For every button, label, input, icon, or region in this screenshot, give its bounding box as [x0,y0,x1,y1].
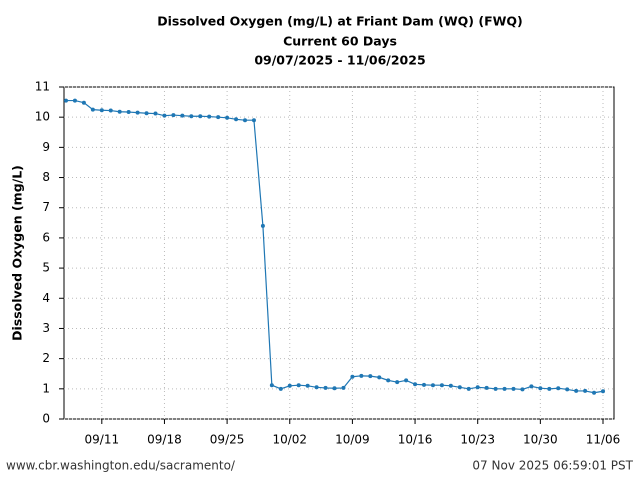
y-tick-label: 10 [35,110,50,124]
data-point [493,386,498,391]
data-point [529,384,534,389]
data-point [430,383,435,388]
data-point [171,113,176,118]
data-point [332,386,337,391]
data-point [234,117,239,122]
data-point [466,386,471,391]
data-point [448,383,453,388]
data-point [457,385,462,390]
data-point [135,110,140,115]
x-tick-label: 10/23 [460,433,495,447]
data-point [216,115,221,120]
x-tick-label: 09/11 [85,433,120,447]
chart-title: Dissolved Oxygen (mg/L) at Friant Dam (W… [157,14,523,29]
y-tick-label: 8 [42,170,50,184]
data-point [377,375,382,380]
data-point [583,388,588,393]
data-point [547,386,552,391]
data-point [359,373,364,378]
data-point [565,387,570,392]
y-tick-label: 7 [42,200,50,214]
data-point [72,98,77,103]
data-point [180,113,185,118]
x-tick-label: 11/06 [586,433,621,447]
data-point [162,113,167,118]
data-point [198,114,203,119]
data-point [108,108,113,113]
data-point [556,386,561,391]
y-tick-label: 9 [42,140,50,154]
y-tick-label: 3 [42,321,50,335]
data-point [368,374,373,379]
data-point [126,110,131,115]
data-point [601,389,605,394]
footer-url: www.cbr.washington.edu/sacramento/ [6,459,236,473]
data-point [296,383,301,388]
data-point [439,383,444,388]
data-point [413,382,418,387]
data-point [287,383,292,388]
data-point [305,383,310,388]
x-tick-label: 09/18 [147,433,182,447]
data-point [520,387,525,392]
data-point [341,385,346,390]
data-point [144,111,149,116]
footer-timestamp: 07 Nov 2025 06:59:01 PST [472,459,633,473]
data-point [592,390,597,395]
data-point [153,111,158,116]
data-point [475,385,480,390]
data-point [117,109,122,114]
x-tick-label: 10/09 [335,433,370,447]
data-point [243,118,247,123]
data-point [386,378,391,383]
y-tick-label: 1 [42,381,50,395]
y-tick-label: 0 [42,412,50,426]
data-point [269,383,274,388]
data-point [251,118,256,123]
data-point [511,386,516,391]
data-point [90,107,95,112]
x-tick-label: 10/16 [398,433,433,447]
y-tick-label: 11 [35,80,50,94]
data-point [395,380,400,385]
data-point [323,385,328,390]
data-point [81,100,86,105]
data-point [404,378,409,383]
data-point [574,388,579,393]
data-point [64,98,68,103]
y-axis-label: Dissolved Oxygen (mg/L) [10,165,25,341]
plot-frame [63,86,615,420]
data-point [278,386,283,391]
data-point [314,385,319,390]
data-point [189,114,194,119]
chart-subtitle: Current 60 Days [283,34,397,49]
data-point [350,374,355,379]
y-tick-label: 2 [42,351,50,365]
data-point [502,386,507,391]
data-point [99,108,104,113]
y-tick-label: 4 [42,291,50,305]
data-point [225,115,230,120]
chart-date-range: 09/07/2025 - 11/06/2025 [254,53,425,68]
x-tick-label: 09/25 [210,433,245,447]
x-tick-label: 10/30 [523,433,558,447]
y-tick-label: 6 [42,230,50,244]
data-point [207,114,212,119]
data-point [260,223,265,228]
x-tick-label: 10/02 [272,433,307,447]
data-point [484,385,489,390]
data-point [538,386,543,391]
data-point [422,382,426,387]
y-tick-label: 5 [42,261,50,275]
